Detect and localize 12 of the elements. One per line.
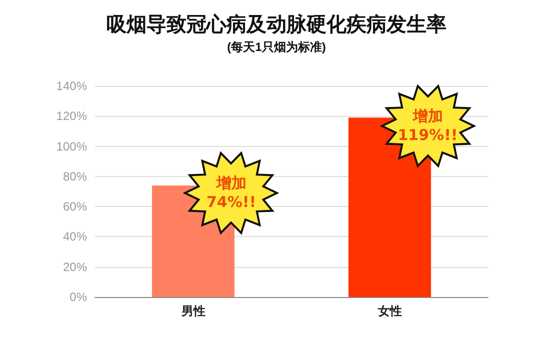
y-tick-label: 40% xyxy=(62,230,88,244)
y-tick-label: 140% xyxy=(56,79,88,93)
y-tick-label: 20% xyxy=(62,260,88,274)
x-tick-label: 男性 xyxy=(180,304,206,318)
y-tick-label: 80% xyxy=(62,169,88,184)
y-tick-label: 100% xyxy=(56,139,88,154)
chart-title: 吸烟导致冠心病及动脉硬化疾病发生率 xyxy=(106,13,446,36)
chart-subtitle: (每天1只烟为标准) xyxy=(227,40,326,54)
y-tick-label: 120% xyxy=(56,109,88,124)
y-tick-label: 60% xyxy=(62,200,88,214)
y-tick-label: 0% xyxy=(70,290,88,304)
x-tick-label: 女性 xyxy=(376,304,402,318)
